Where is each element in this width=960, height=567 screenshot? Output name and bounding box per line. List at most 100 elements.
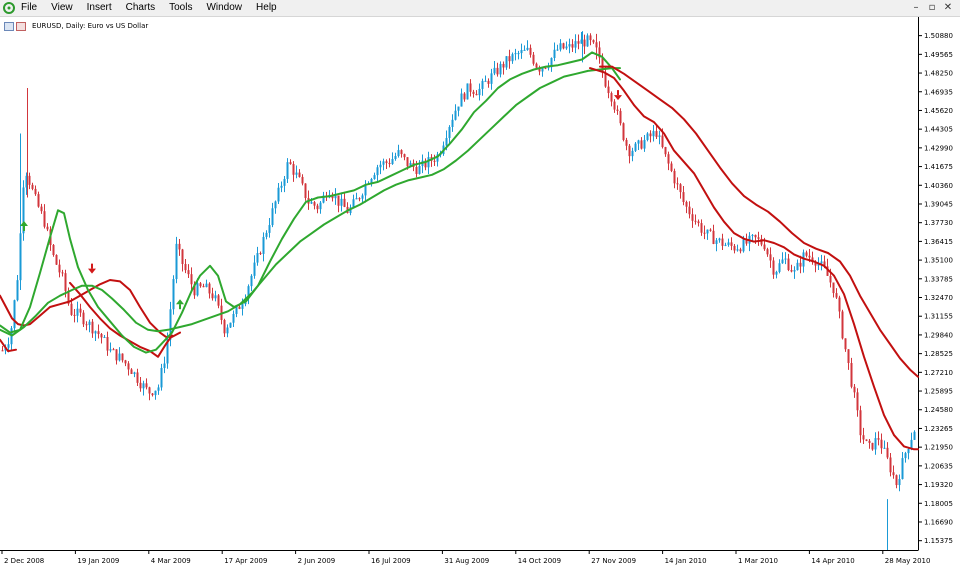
candle-body [67,290,70,304]
candle-body [673,170,676,184]
candle-body [529,47,532,55]
candle-body [25,175,28,188]
menu-help[interactable]: Help [256,2,277,13]
candle [862,427,865,444]
candle-body [319,202,322,210]
menu-tools[interactable]: Tools [169,2,193,13]
window-controls: – ▫ ✕ [908,0,956,16]
candle [619,108,622,126]
candle [82,310,85,327]
app-logo-icon[interactable] [2,1,16,15]
candle [76,301,79,323]
menu-window[interactable]: Window [206,2,243,13]
candle-body [793,270,796,272]
restore-button[interactable]: ▫ [928,2,936,13]
candle [772,257,775,279]
candle-body [586,35,589,47]
candle-body [589,35,592,41]
candle [208,282,211,299]
price-chart[interactable]: 1.50880 1.49565 1.48250 1.46935 1.45620 1.443… [0,17,960,567]
candle-body [331,194,334,199]
candle-body [256,253,259,263]
candle [256,246,259,266]
candle [673,168,676,189]
chart-type-icon[interactable] [4,21,14,31]
candle [1,345,4,352]
price-tick-label: 1.44305 [924,126,953,134]
time-tick-label: 14 Oct 2009 [518,557,561,565]
candle [427,151,430,174]
candle [748,232,751,252]
candle-body [334,195,337,199]
candle-body [340,198,343,206]
candle [319,201,322,214]
candle-body [193,284,196,296]
candle [649,130,652,143]
candle-body [94,331,97,334]
candle [145,378,148,390]
menu-charts[interactable]: Charts [125,2,156,13]
candle-body [235,306,238,314]
close-button[interactable]: ✕ [943,2,953,13]
candle-body [310,202,313,204]
candle [340,192,343,212]
candle-body [706,229,709,234]
candle-body [844,338,847,350]
candle-body [361,195,364,199]
candle-body [667,154,670,164]
chart-settings-icon[interactable] [16,21,26,31]
candle-body [268,225,271,233]
candle-body [445,138,448,146]
moving-averages-layer [0,51,919,451]
candle-body [601,57,604,73]
candle-body [724,244,727,246]
menu-bar: File View Insert Charts Tools Window Hel… [0,0,960,17]
menu-file[interactable]: File [21,2,38,13]
candle-body [622,123,625,140]
candle [643,135,646,152]
candle-body [739,249,742,252]
menu-items: File View Insert Charts Tools Window Hel… [14,0,284,16]
candle [892,465,895,479]
candle [55,254,58,266]
candle [433,154,436,167]
candle [556,44,559,51]
menu-insert[interactable]: Insert [86,2,112,13]
candle [901,451,904,480]
candle [217,293,220,309]
candle-body [31,184,34,189]
time-tick-label: 1 Mar 2010 [738,557,778,565]
ma-red-fast-start-line [0,338,17,353]
candle-body [721,238,724,246]
candle-body [550,57,553,68]
sell-arrow-icon [614,90,622,101]
candle-body [391,159,394,165]
candle-body [34,188,37,195]
minimize-button[interactable]: – [913,2,919,13]
candle-body [871,442,874,450]
candle [205,279,208,288]
chart-window[interactable]: 1.50880 1.49565 1.48250 1.46935 1.45620 1.443… [0,17,960,567]
time-tick-label: 28 May 2010 [885,557,931,565]
candle [277,183,280,205]
candle [820,254,823,271]
candle [529,44,532,58]
candle-body [313,202,316,206]
candle [580,32,583,44]
candle [463,92,466,102]
ma-green-slow-line [0,67,621,337]
candle-body [661,135,664,148]
candle-body [37,194,40,207]
candle-body [523,49,526,51]
candle-body [703,232,706,234]
candle [709,228,712,232]
candle [904,451,907,463]
candle-body [517,53,520,55]
candle-body [754,234,757,238]
candle-body [112,349,115,351]
candle-body [178,243,181,250]
candle-body [784,258,787,260]
candle-body [343,198,346,207]
candle [799,255,802,274]
menu-view[interactable]: View [51,2,73,13]
